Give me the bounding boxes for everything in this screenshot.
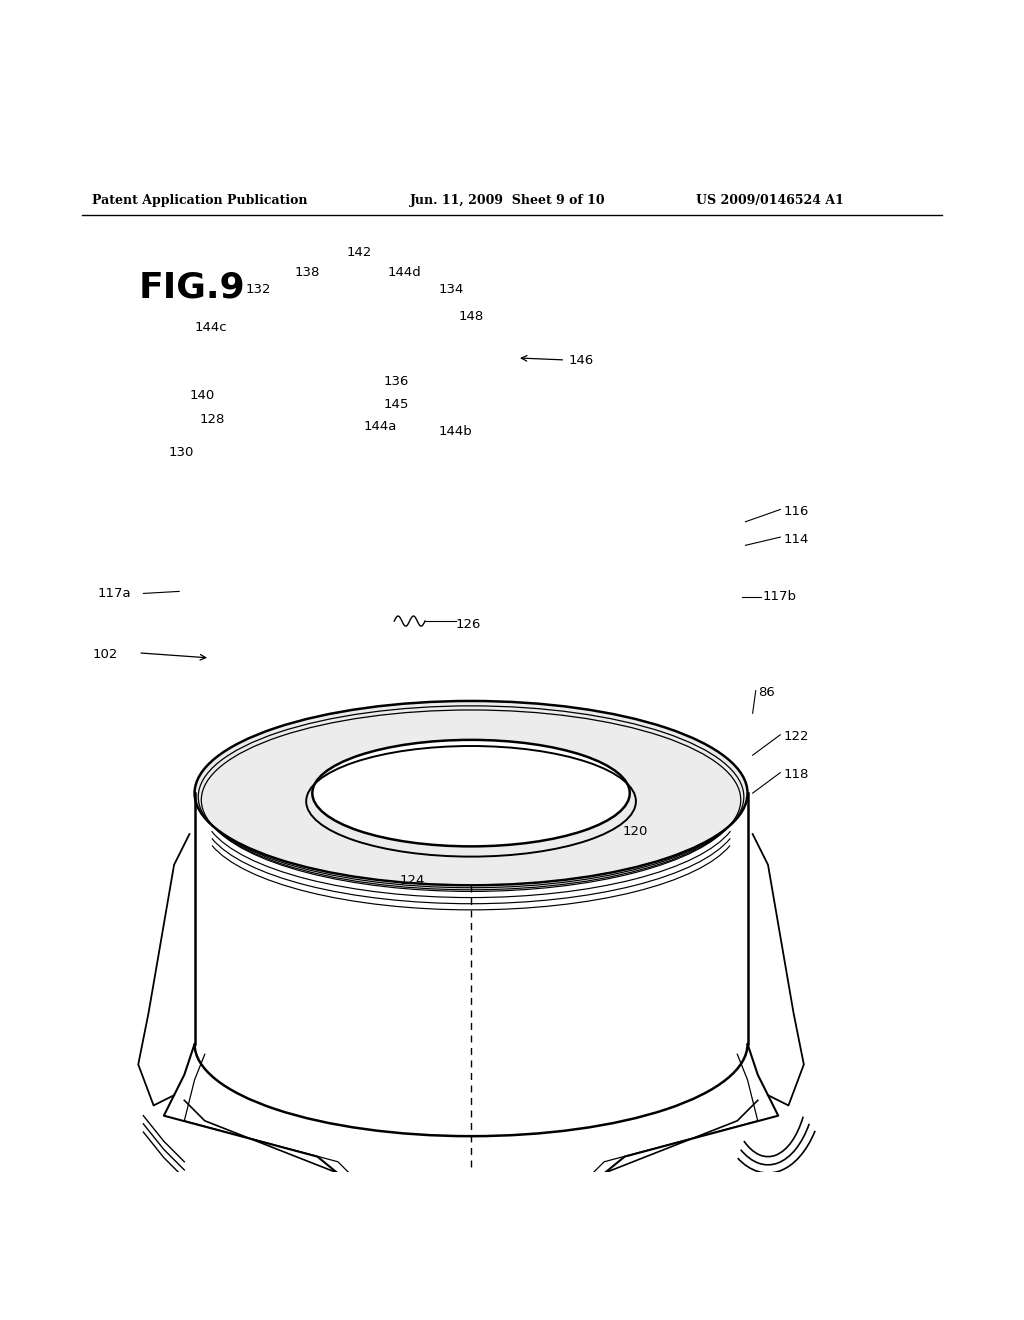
Text: Jun. 11, 2009  Sheet 9 of 10: Jun. 11, 2009 Sheet 9 of 10 xyxy=(410,194,605,207)
Text: 132: 132 xyxy=(246,282,271,296)
Text: 117a: 117a xyxy=(97,587,131,599)
Text: 118: 118 xyxy=(783,768,809,781)
Text: 124: 124 xyxy=(399,874,425,887)
Text: 117b: 117b xyxy=(763,590,797,603)
Text: 144b: 144b xyxy=(438,425,472,438)
Text: 146: 146 xyxy=(568,355,594,367)
Text: 144d: 144d xyxy=(387,267,421,280)
Bar xyxy=(418,1287,442,1320)
Text: 142: 142 xyxy=(346,246,372,259)
Text: 134: 134 xyxy=(438,282,464,296)
Text: Patent Application Publication: Patent Application Publication xyxy=(92,194,307,207)
Bar xyxy=(510,1287,535,1320)
Text: 122: 122 xyxy=(783,730,809,743)
Text: 140: 140 xyxy=(189,389,215,403)
Text: 130: 130 xyxy=(169,446,195,458)
Text: 148: 148 xyxy=(459,310,484,323)
Text: 126: 126 xyxy=(456,618,481,631)
Text: 86: 86 xyxy=(758,686,774,700)
Text: 114: 114 xyxy=(783,533,809,545)
Text: 128: 128 xyxy=(200,413,225,426)
Text: US 2009/0146524 A1: US 2009/0146524 A1 xyxy=(696,194,844,207)
Text: 144c: 144c xyxy=(195,321,227,334)
Text: FIG.9: FIG.9 xyxy=(138,271,245,305)
Ellipse shape xyxy=(312,741,630,846)
Text: 116: 116 xyxy=(783,506,809,517)
Ellipse shape xyxy=(404,1196,548,1224)
Text: 145: 145 xyxy=(384,397,410,411)
Text: 144a: 144a xyxy=(364,420,397,433)
Text: 102: 102 xyxy=(92,648,118,661)
Text: 136: 136 xyxy=(384,375,410,388)
Ellipse shape xyxy=(195,701,748,886)
Text: 138: 138 xyxy=(295,267,321,280)
Text: 120: 120 xyxy=(623,825,648,837)
Bar xyxy=(479,1287,504,1320)
Bar xyxy=(449,1287,473,1320)
